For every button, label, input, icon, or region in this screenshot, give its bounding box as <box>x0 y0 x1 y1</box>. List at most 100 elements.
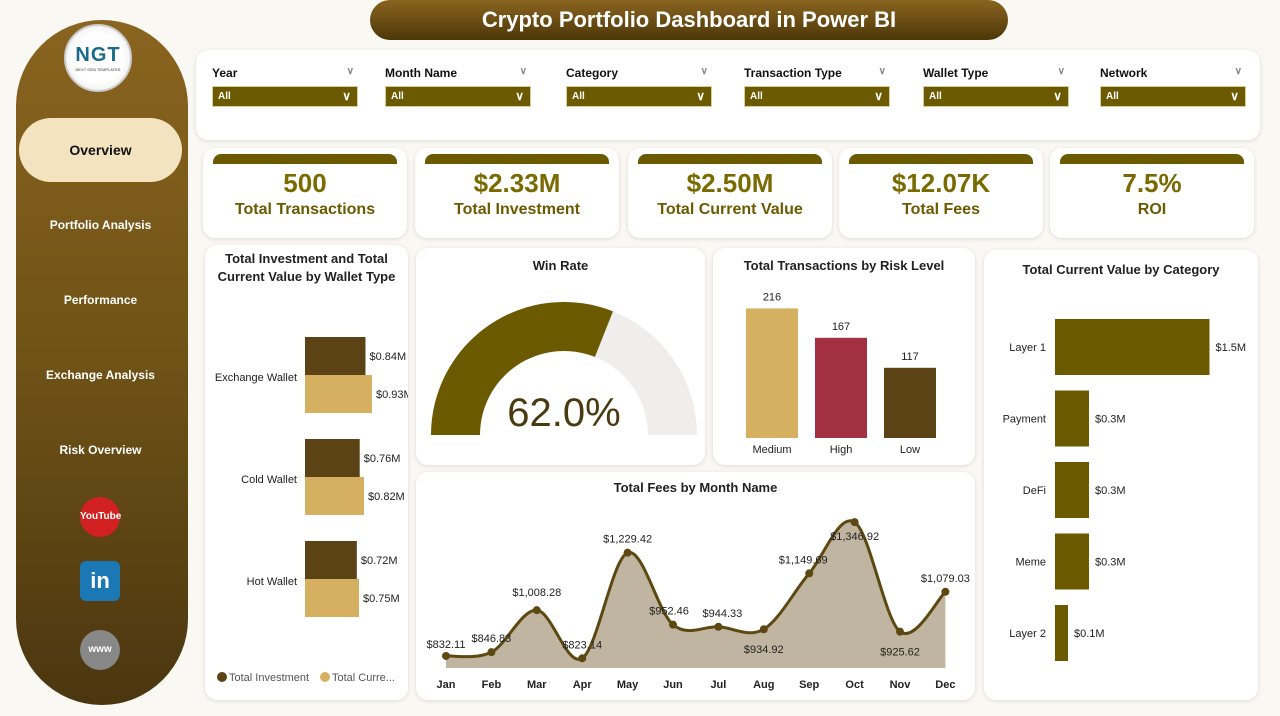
data-label: $0.3M <box>1095 414 1126 426</box>
chevron-down-icon[interactable]: ∨ <box>700 66 708 77</box>
win-rate-title: Win Rate <box>532 258 589 273</box>
filter-transaction-type[interactable]: Transaction Type ∨ All ∨ <box>744 66 890 107</box>
filter-dropdown[interactable]: All ∨ <box>212 86 358 107</box>
kpi-value: 7.5% <box>1122 168 1182 198</box>
nav-portfolio-analysis[interactable]: Portfolio Analysis <box>49 218 152 232</box>
kpi-label: Total Investment <box>454 201 580 218</box>
filter-value: All <box>572 91 585 102</box>
filter-dropdown[interactable]: All ∨ <box>744 86 890 107</box>
kpi-total-current-value: $2.50M Total Current Value <box>628 148 832 238</box>
data-point <box>714 622 723 631</box>
axis-label: Feb <box>482 679 502 691</box>
filter-label: Year ∨ <box>212 66 358 86</box>
win-rate-gauge: 62.0% <box>431 301 697 435</box>
filter-label: Transaction Type ∨ <box>744 66 890 86</box>
globe-icon[interactable]: www <box>80 630 120 670</box>
chevron-down-icon[interactable]: ∨ <box>346 66 354 77</box>
filter-month-name[interactable]: Month Name ∨ All ∨ <box>385 66 531 107</box>
kpi-value: $12.07K <box>891 168 991 198</box>
data-label: $944.33 <box>703 608 743 620</box>
axis-label: Dec <box>935 679 955 691</box>
data-point <box>442 651 450 660</box>
filter-label-text: Transaction Type <box>744 66 842 80</box>
category-label: Exchange Wallet <box>215 372 297 384</box>
data-point <box>487 648 496 657</box>
axis-label: Apr <box>573 679 593 691</box>
bar-defi <box>1055 462 1089 518</box>
logo-subtitle: NEXT GEN TEMPLATES <box>75 67 121 72</box>
logo: NGT NEXT GEN TEMPLATES <box>64 24 132 92</box>
data-point <box>532 606 541 615</box>
data-point <box>941 587 950 596</box>
chevron-down-icon[interactable]: ∨ <box>1057 66 1065 77</box>
filter-wallet-type[interactable]: Wallet Type ∨ All ∨ <box>923 66 1069 107</box>
chevron-down-icon[interactable]: ∨ <box>519 66 527 77</box>
category-label: DeFi <box>1023 485 1046 497</box>
nav-exchange-analysis[interactable]: Exchange Analysis <box>46 368 155 382</box>
chevron-down-icon[interactable]: ∨ <box>1234 66 1242 77</box>
legend-label: Total Investment <box>229 672 309 684</box>
data-label: $934.92 <box>744 644 784 656</box>
bar-low <box>884 367 936 438</box>
axis-label: Medium <box>752 444 791 456</box>
data-label: 216 <box>763 291 781 303</box>
category-label: Payment <box>1003 414 1046 426</box>
data-label: $0.93M <box>376 389 408 401</box>
nav-overview[interactable]: Overview <box>19 118 182 182</box>
axis-label: Nov <box>890 679 912 691</box>
filter-label: Wallet Type ∨ <box>923 66 1069 86</box>
gauge-value: 62.0% <box>507 391 620 435</box>
category-label: Meme <box>1015 557 1046 569</box>
chevron-down-icon: ∨ <box>1053 89 1062 103</box>
filter-label: Month Name ∨ <box>385 66 531 86</box>
filter-value: All <box>750 91 763 102</box>
filter-label-text: Network <box>1100 66 1148 80</box>
kpi-label: Total Current Value <box>657 201 803 218</box>
data-label: 117 <box>901 351 919 363</box>
fees-chart: $832.11 Jan $846.83 Feb $1,008.28 Mar $823.14 A… <box>427 518 970 691</box>
category-label: Hot Wallet <box>247 576 297 588</box>
data-label: $1,229.42 <box>603 534 652 546</box>
axis-label: Mar <box>527 679 547 691</box>
chevron-down-icon: ∨ <box>1230 89 1239 103</box>
filter-value: All <box>1106 91 1119 102</box>
filter-dropdown[interactable]: All ∨ <box>566 86 712 107</box>
linkedin-icon[interactable]: in <box>80 561 120 601</box>
sidebar: NGT NEXT GEN TEMPLATES Overview Portfolio… <box>16 20 188 705</box>
category-label: Layer 2 <box>1009 628 1046 640</box>
data-label: $823.14 <box>562 639 602 651</box>
data-label: $1,008.28 <box>512 587 561 599</box>
axis-label: Jan <box>437 679 456 691</box>
filter-dropdown[interactable]: All ∨ <box>385 86 531 107</box>
bar-current-value <box>305 375 372 413</box>
data-point <box>805 569 814 578</box>
data-label: $0.72M <box>361 555 398 567</box>
chevron-down-icon[interactable]: ∨ <box>878 66 886 77</box>
filter-panel: Year ∨ All ∨ Month Name ∨ All ∨ Category ∨ All ∨ Tra… <box>196 50 1260 140</box>
data-label: $0.3M <box>1095 485 1126 497</box>
data-label: $1.5M <box>1216 342 1247 354</box>
data-point <box>578 654 587 663</box>
fees-panel: Total Fees by Month Name $832.11 Jan $846.… <box>416 472 975 700</box>
filter-dropdown[interactable]: All ∨ <box>923 86 1069 107</box>
nav-risk-overview[interactable]: Risk Overview <box>59 443 142 457</box>
nav-performance[interactable]: Performance <box>63 293 138 307</box>
filter-category[interactable]: Category ∨ All ∨ <box>566 66 712 107</box>
data-point <box>850 518 859 527</box>
data-label: $1,149.69 <box>779 554 828 566</box>
filter-value: All <box>929 91 942 102</box>
filter-year[interactable]: Year ∨ All ∨ <box>212 66 358 107</box>
filter-network[interactable]: Network ∨ All ∨ <box>1100 66 1246 107</box>
youtube-icon[interactable]: YouTube <box>80 497 121 537</box>
data-label: $0.1M <box>1074 628 1105 640</box>
filter-value: All <box>391 91 404 102</box>
axis-label: Jun <box>663 679 683 691</box>
data-label: $952.46 <box>649 606 689 618</box>
data-label: $0.75M <box>363 593 400 605</box>
risk-chart-title: Total Transactions by Risk Level <box>743 258 945 273</box>
chevron-down-icon: ∨ <box>515 89 524 103</box>
legend-marker <box>217 672 227 682</box>
filter-dropdown[interactable]: All ∨ <box>1100 86 1246 107</box>
kpi-label: ROI <box>1137 201 1167 218</box>
fees-chart-title: Total Fees by Month Name <box>613 480 778 495</box>
